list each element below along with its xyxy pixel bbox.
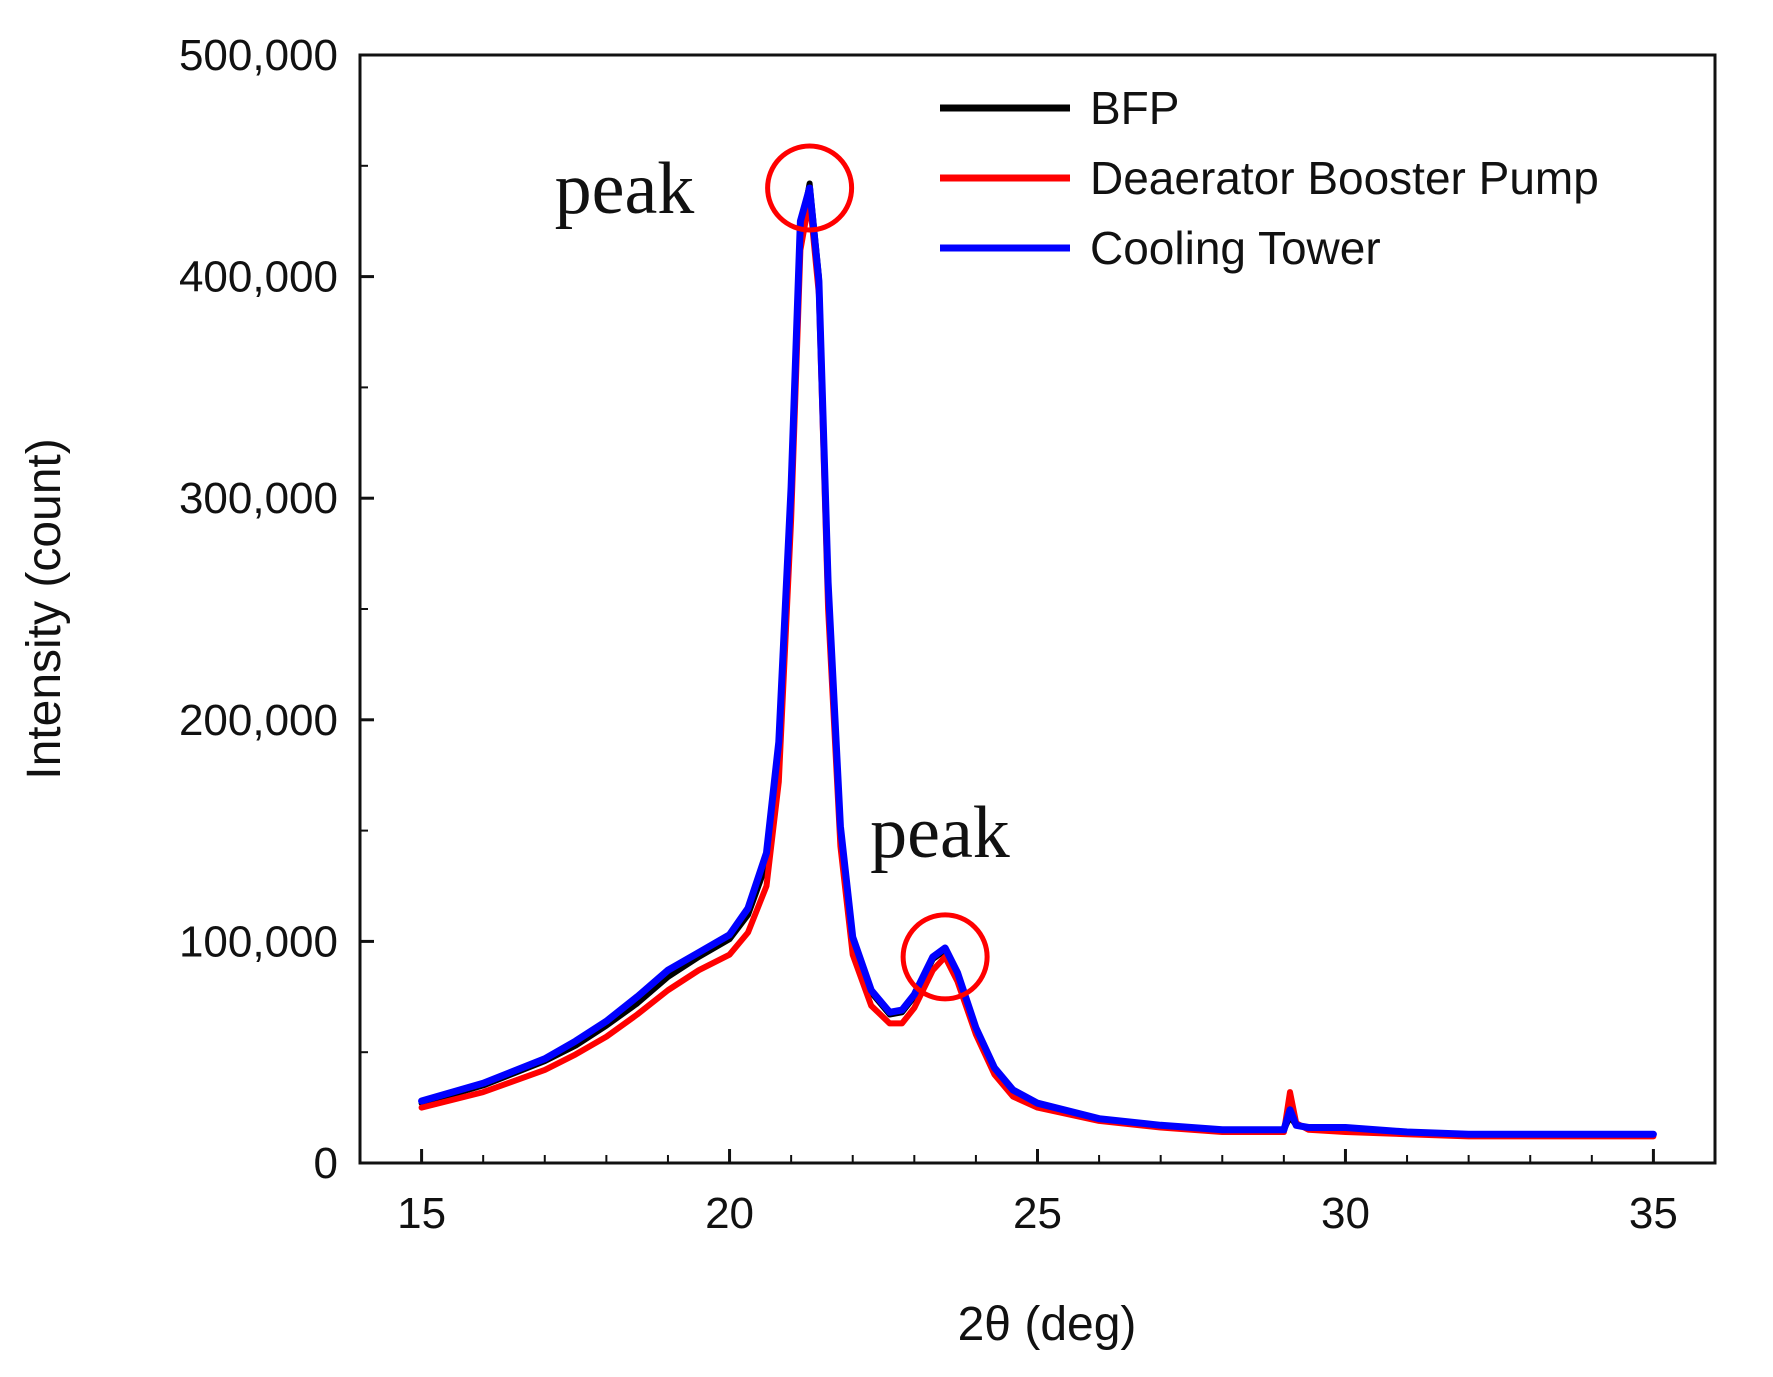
legend: BFP Deaerator Booster Pump Cooling Tower [940,82,1599,274]
peak-annotation: peak [870,792,1010,874]
y-tick-label: 100,000 [179,917,338,966]
y-tick-label: 0 [314,1139,338,1188]
series-line-0 [418,180,1657,1138]
x-tick-label: 25 [1013,1189,1062,1238]
annotation-layer: peak peak [555,143,1010,1002]
peak-annotation: peak [555,148,695,230]
x-axis-title: 2θ (deg) [958,1298,1137,1351]
y-tick-label: 300,000 [179,474,338,523]
series-layer [418,180,1657,1140]
y-tick-label: 400,000 [179,253,338,302]
x-tick-label: 35 [1629,1189,1678,1238]
y-tick-label: 200,000 [179,696,338,745]
legend-label: Cooling Tower [1090,222,1381,274]
y-axis-ticks: 0 100,000 200,000 300,000 400,000 500,000 [179,31,374,1188]
y-tick-label: 500,000 [179,31,338,80]
series-line-1 [418,196,1657,1140]
y-axis-title: Intensity (count) [18,438,71,779]
peak-circle [765,143,855,233]
x-tick-label: 30 [1321,1189,1370,1238]
x-axis-ticks: 15 20 25 30 35 [359,1149,1716,1238]
legend-label: Deaerator Booster Pump [1090,152,1599,204]
legend-label: BFP [1090,82,1179,134]
series-line-2 [418,184,1657,1138]
x-tick-label: 20 [705,1189,754,1238]
x-tick-label: 15 [397,1189,446,1238]
peak-circle [900,912,990,1002]
